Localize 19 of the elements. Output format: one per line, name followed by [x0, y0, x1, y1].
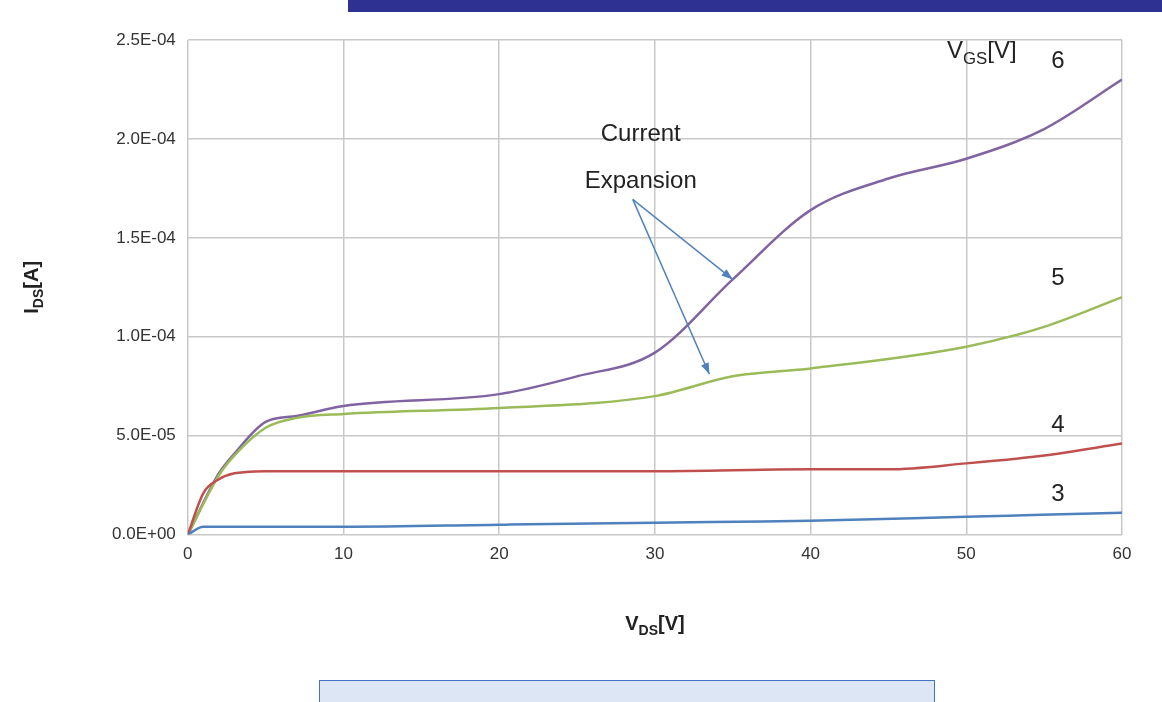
series-label: 4	[1051, 409, 1065, 437]
annotation: Current Expansion	[584, 119, 697, 194]
y-tick-label: 0.0E+00	[112, 524, 176, 544]
x-tick-label: 50	[956, 544, 976, 564]
y-tick-label: 5.0E-05	[116, 425, 176, 445]
x-tick-label: 20	[489, 544, 509, 564]
x-tick-label: 40	[801, 544, 821, 564]
x-tick-label: 30	[645, 544, 665, 564]
y-axis-title: IDS[A]	[19, 260, 46, 314]
series-label: 5	[1051, 263, 1065, 291]
y-tick-label: 1.0E-04	[116, 326, 176, 346]
series-label: 3	[1051, 478, 1065, 506]
x-tick-label: 10	[334, 544, 353, 564]
series-label: 6	[1051, 45, 1065, 73]
y-tick-label: 2.0E-04	[116, 128, 176, 148]
y-tick-label: 1.5E-04	[116, 227, 176, 247]
x-tick-label: 0	[183, 544, 193, 564]
y-tick-label: 2.5E-04	[116, 29, 176, 49]
x-tick-label: 60	[1112, 544, 1132, 564]
